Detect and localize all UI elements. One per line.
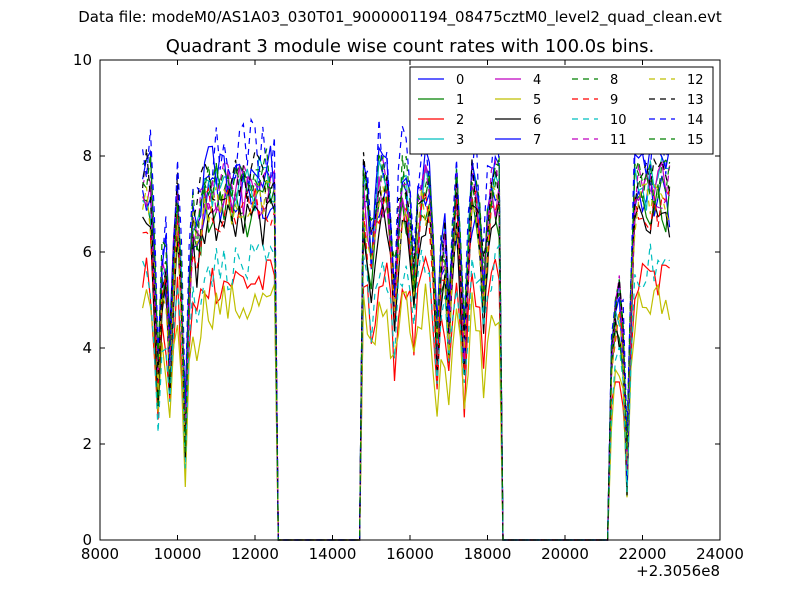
legend-label-10: 10 bbox=[610, 113, 627, 128]
series-layer bbox=[142, 113, 671, 541]
x-tick-label: 14000 bbox=[309, 545, 357, 563]
legend-label-11: 11 bbox=[610, 133, 627, 148]
y-tick-label: 0 bbox=[82, 531, 92, 549]
series-line-11 bbox=[142, 158, 671, 541]
y-tick-label: 10 bbox=[73, 51, 92, 69]
legend-label-8: 8 bbox=[610, 73, 618, 88]
legend-label-13: 13 bbox=[687, 93, 704, 108]
y-tick-label: 2 bbox=[82, 435, 92, 453]
x-tick-label: 12000 bbox=[231, 545, 279, 563]
x-tick-label: 22000 bbox=[619, 545, 667, 563]
y-tick-label: 8 bbox=[82, 147, 92, 165]
series-line-2 bbox=[142, 254, 670, 541]
series-line-12 bbox=[142, 180, 671, 541]
ticks-layer: 8000 10000 12000 14000 16000 18000 20000 22000 2… bbox=[73, 51, 744, 563]
series-line-9 bbox=[142, 186, 671, 541]
series-line-6 bbox=[142, 198, 671, 541]
series-line-10 bbox=[142, 242, 670, 541]
legend-label-0: 0 bbox=[456, 73, 464, 88]
series-line-15 bbox=[142, 148, 671, 541]
figure-suptitle: Data file: modeM0/AS1A03_030T01_90000011… bbox=[78, 8, 722, 26]
y-tick-label: 6 bbox=[82, 243, 92, 261]
x-tick-label: 16000 bbox=[386, 545, 434, 563]
series-line-1 bbox=[142, 180, 671, 541]
y-tick-label: 4 bbox=[82, 339, 92, 357]
legend-label-14: 14 bbox=[687, 113, 704, 128]
x-tick-label: 8000 bbox=[81, 545, 119, 563]
legend-label-7: 7 bbox=[533, 133, 541, 148]
legend-label-9: 9 bbox=[610, 93, 618, 108]
x-tick-label: 18000 bbox=[464, 545, 512, 563]
x-tick-label: 20000 bbox=[541, 545, 589, 563]
legend-label-2: 2 bbox=[456, 113, 464, 128]
x-tick-label: 10000 bbox=[154, 545, 202, 563]
legend-label-5: 5 bbox=[533, 93, 541, 108]
legend-label-12: 12 bbox=[687, 73, 704, 88]
chart-title: Quadrant 3 module wise count rates with … bbox=[165, 36, 655, 57]
legend-label-15: 15 bbox=[687, 133, 704, 148]
legend-label-4: 4 bbox=[533, 73, 541, 88]
legend-label-3: 3 bbox=[456, 133, 464, 148]
series-line-4 bbox=[142, 160, 671, 541]
series-line-14 bbox=[142, 113, 671, 541]
legend-label-6: 6 bbox=[533, 113, 541, 128]
x-offset-label: +2.3056e8 bbox=[636, 562, 720, 580]
series-line-0 bbox=[142, 172, 671, 541]
series-line-5 bbox=[142, 282, 671, 541]
x-tick-label: 24000 bbox=[696, 545, 744, 563]
legend-label-1: 1 bbox=[456, 93, 464, 108]
